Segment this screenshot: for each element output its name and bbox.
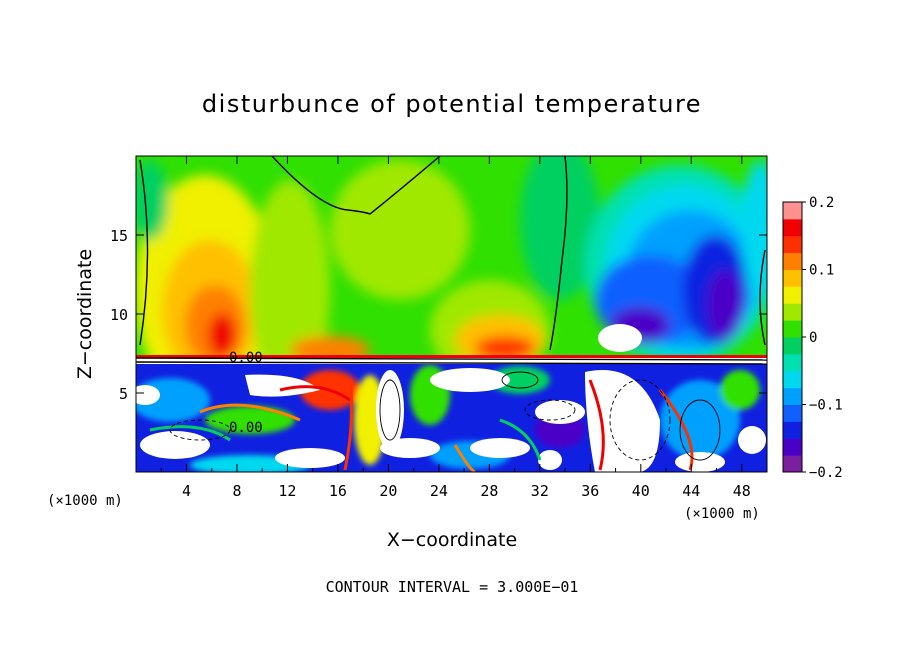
colorbar-tick-label: −0.1 — [809, 398, 843, 414]
colorbar-swatch — [783, 455, 802, 473]
colorbar-swatch — [783, 202, 802, 220]
x-unit-right: (×1000 m) — [684, 506, 760, 522]
colorbar-tick-label: 0 — [809, 330, 817, 346]
y-tick-label: 15 — [110, 227, 128, 245]
colorbar-swatch — [783, 252, 802, 270]
colorbar-swatch — [783, 218, 802, 237]
contour-label: 0.00 — [229, 420, 263, 436]
colorbar-swatch — [783, 370, 802, 389]
x-tick-label: 44 — [682, 482, 700, 500]
x-tick-label: 4 — [182, 482, 191, 500]
x-tick-label: 8 — [232, 482, 241, 500]
colorbar-swatch — [783, 320, 802, 338]
x-unit-left: (×1000 m) — [47, 493, 123, 509]
colorbar-swatch — [783, 235, 802, 254]
x-axis-label: X−coordinate — [387, 529, 517, 551]
boundary-layer-stripe — [136, 358, 767, 364]
colorbar-tick-label: 0.2 — [809, 195, 834, 211]
x-tick-label: 48 — [733, 482, 751, 500]
x-tick-label: 36 — [581, 482, 599, 500]
colorbar-swatch — [783, 421, 802, 439]
colorbar-swatch — [783, 286, 802, 304]
colorbar-swatch — [783, 269, 802, 287]
colorbar: 0.2 0.1 0 −0.1 −0.2 — [782, 195, 843, 481]
y-tick-label: 5 — [119, 385, 128, 403]
contour-label: 0.00 — [229, 350, 263, 366]
y-axis-label: Z−coordinate — [74, 249, 96, 379]
colorbar-swatch — [783, 387, 802, 405]
contour-labels: 0.00 0.00 — [229, 350, 263, 436]
colorbar-swatch — [783, 337, 802, 355]
x-tick-label: 16 — [329, 482, 347, 500]
x-tick-label: 20 — [379, 482, 397, 500]
colorbar-swatch — [783, 303, 802, 321]
chart-title: disturbunce of potential temperature — [202, 90, 702, 118]
colorbar-swatch — [783, 353, 802, 372]
contour-interval: CONTOUR INTERVAL = 3.000E−01 — [326, 578, 579, 596]
heatmap-field — [136, 156, 767, 472]
colorbar-swatch — [783, 404, 802, 422]
colorbar-tick-label: 0.1 — [809, 263, 834, 279]
x-tick-label: 40 — [632, 482, 650, 500]
x-tick-label: 28 — [480, 482, 498, 500]
x-tick-label: 12 — [278, 482, 296, 500]
colorbar-swatch — [783, 438, 802, 456]
y-tick-label: 10 — [110, 306, 128, 324]
colorbar-tick-label: −0.2 — [809, 465, 843, 481]
x-tick-label: 24 — [430, 482, 448, 500]
x-tick-label: 32 — [531, 482, 549, 500]
